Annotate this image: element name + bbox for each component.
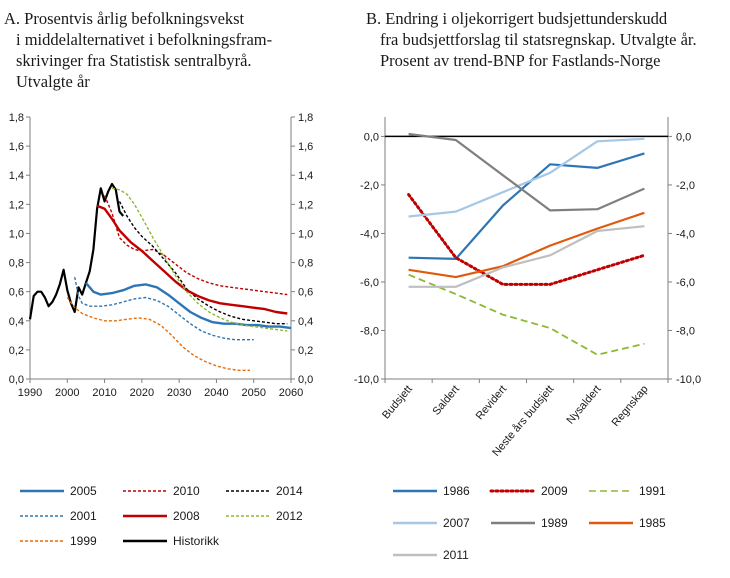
panel-b-series-line-1985: [408, 211, 645, 279]
panel-a-series-line-2012: [111, 187, 288, 332]
panel-a-x-tick-label: 2000: [55, 387, 79, 399]
panel-b-left-tick-label: -4,0: [360, 228, 379, 240]
panel-a-right-tick-label: 0,0: [298, 374, 313, 386]
panel-b-category-label: Saldert: [430, 383, 462, 417]
panel-b-category-label: Budsjett: [380, 383, 415, 421]
panel-a-right-tick-label: 1,4: [298, 170, 313, 182]
panel-a-x-tick-label: 2060: [279, 387, 303, 399]
panel-b-legend-label-1989: 1989: [541, 516, 568, 530]
panel-b-series-line-1991: [408, 273, 645, 356]
panel-a-left-tick-label: 0,6: [9, 287, 24, 299]
panel-b-series-line-2009: [407, 193, 646, 286]
panel-b-right-tick-label: -4,0: [676, 228, 695, 240]
panel-a-title-line-1: A. Prosentvis årlig befolkningsvekst: [4, 9, 245, 28]
panel-a-series-line-2001: [74, 276, 254, 341]
panel-b-legend-label-1986: 1986: [443, 484, 470, 498]
panel-b-chart: 0,0 0,0 -2,0 -2,0 -4,0 -4,0 -6,0 -6,0 -8,0 -8,0 -1…: [354, 117, 701, 459]
panel-a-series-line-2014: [118, 201, 288, 325]
panel-a-x-tick-label: 2020: [130, 387, 154, 399]
panel-a-chart: 0,0 0,0 0,2 0,2 0,4 0,4 0,6 0,6 0,8 0,8 1,0 1,0 1,2 1…: [9, 112, 314, 399]
panel-a-left-tick-label: 1,8: [9, 112, 24, 124]
panel-a-title-line-2: i middelalternativet i befolkningsfram-: [16, 30, 273, 49]
panel-a-legend-label-2012: 2012: [276, 509, 303, 523]
panel-a-legend-label-historikk: Historikk: [173, 534, 220, 548]
panel-b-category-label: Regnskap: [610, 383, 651, 429]
panel-a-legend-label-2014: 2014: [276, 484, 303, 498]
panel-b-right-tick-label: -6,0: [676, 277, 695, 289]
panel-a-title-line-4: Utvalgte år: [16, 72, 90, 91]
panel-b-category-label: Nysaldert: [564, 383, 603, 426]
panel-b-series-line-1989: [408, 132, 645, 212]
panel-b-right-tick-label: -10,0: [676, 374, 701, 386]
panel-b-title-line-2: fra budsjettforslag til statsregnskap. U…: [380, 30, 697, 49]
panel-b-left-tick-label: -8,0: [360, 325, 379, 337]
panel-a-left-tick-label: 0,4: [9, 316, 24, 328]
panel-a-left-tick-label: 1,2: [9, 199, 24, 211]
panel-a-right-tick-label: 0,8: [298, 258, 313, 270]
panel-a-x-tick-label: 2010: [92, 387, 116, 399]
panel-a-legend-label-2005: 2005: [70, 484, 97, 498]
panel-a-x-tick-label: 2030: [167, 387, 191, 399]
panel-a-right-tick-label: 1,2: [298, 199, 313, 211]
panel-a-x-tick-label: 1990: [18, 387, 42, 399]
panel-a-legend-label-2010: 2010: [173, 484, 200, 498]
panel-b-legend-label-2011: 2011: [443, 548, 469, 562]
panel-b-right-tick-label: 0,0: [676, 131, 691, 143]
panel-a-right-tick-label: 1,8: [298, 112, 313, 124]
panel-b-category-label: Revidert: [474, 383, 510, 422]
panel-b-title: B. Endring i oljekorrigert budsjettunder…: [366, 8, 697, 71]
panel-b-series-line-2007: [408, 137, 645, 218]
panel-a-left-tick-label: 0,8: [9, 258, 24, 270]
panel-a-legend: 2005 2010 2014 2001 2008 2012 1999 Historikk: [20, 484, 303, 548]
panel-a-title-line-3: skrivinger fra Statistisk sentralbyrå.: [16, 51, 252, 70]
panel-a-right-tick-label: 0,4: [298, 316, 313, 328]
panel-b-left-tick-label: -2,0: [360, 180, 379, 192]
panel-b-legend-label-1991: 1991: [639, 484, 666, 498]
panel-a-series-line-2005: [84, 282, 292, 330]
panel-a-right-tick-label: 0,2: [298, 345, 313, 357]
panel-a-right-tick-label: 1,6: [298, 141, 313, 153]
panel-a-series-line-2008: [96, 204, 288, 315]
panel-a-left-tick-label: 0,2: [9, 345, 24, 357]
panel-a-legend-label-2008: 2008: [173, 509, 200, 523]
panel-a-left-tick-label: 1,4: [9, 170, 24, 182]
panel-a-series-line-2010: [103, 195, 288, 296]
panel-a-left-tick-label: 1,6: [9, 141, 24, 153]
panel-b-series-line-2011: [408, 225, 645, 288]
panel-b-title-line-1: B. Endring i oljekorrigert budsjettunder…: [366, 9, 668, 28]
panel-a-series-line-1999: [66, 297, 250, 371]
panel-a-right-tick-label: 1,0: [298, 228, 313, 240]
panel-b-right-tick-label: -2,0: [676, 180, 695, 192]
panel-a-left-tick-label: 0,0: [9, 374, 24, 386]
panel-a-legend-label-2001: 2001: [70, 509, 97, 523]
panel-b-left-tick-label: -10,0: [354, 374, 379, 386]
panel-b-left-tick-label: -6,0: [360, 277, 379, 289]
panel-b-series-line-1986: [408, 152, 645, 260]
panel-b-left-tick-label: 0,0: [364, 131, 379, 143]
panel-a-title: A. Prosentvis årlig befolkningsvekst i m…: [4, 8, 272, 92]
panel-a-legend-label-1999: 1999: [70, 534, 97, 548]
panel-b-legend: 1986 2009 1991 2007 1989 1985 2011: [393, 484, 666, 562]
panel-a-x-tick-label: 2040: [204, 387, 228, 399]
panel-b-legend-label-1985: 1985: [639, 516, 666, 530]
panel-a-x-tick-label: 2050: [241, 387, 265, 399]
panel-a-series-line-historikk: [28, 182, 125, 320]
panel-a-right-tick-label: 0,6: [298, 287, 313, 299]
panel-b-title-line-3: Prosent av trend-BNP for Fastlands-Norge: [380, 51, 661, 70]
panel-b-legend-label-2007: 2007: [443, 516, 470, 530]
panel-b-legend-label-2009: 2009: [541, 484, 568, 498]
panel-b-right-tick-label: -8,0: [676, 325, 695, 337]
panel-a-left-tick-label: 1,0: [9, 228, 24, 240]
